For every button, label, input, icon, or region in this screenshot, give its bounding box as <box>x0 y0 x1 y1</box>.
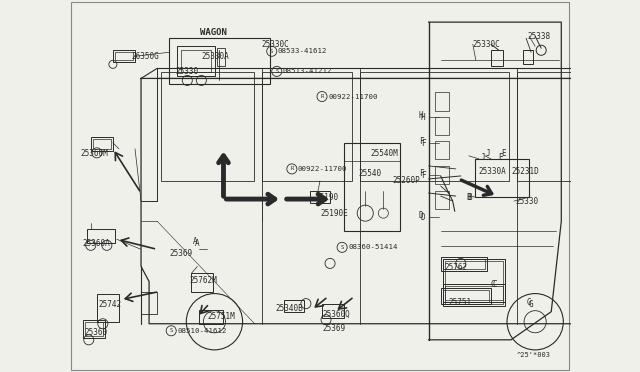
Text: 26350G: 26350G <box>131 52 159 61</box>
Text: 25751: 25751 <box>449 298 472 307</box>
Bar <box>491 50 503 66</box>
Bar <box>445 262 503 299</box>
Text: 25190: 25190 <box>315 193 338 202</box>
Bar <box>475 159 529 197</box>
Bar <box>181 50 211 73</box>
Text: S: S <box>275 69 278 74</box>
Bar <box>199 310 223 324</box>
Text: F: F <box>419 169 424 178</box>
Bar <box>443 259 505 302</box>
Text: 25330: 25330 <box>175 67 198 76</box>
Text: 25260P: 25260P <box>392 176 420 185</box>
Bar <box>435 93 449 110</box>
Text: 25330: 25330 <box>515 197 538 206</box>
Bar <box>435 141 449 159</box>
Text: 08513-41212: 08513-41212 <box>283 68 332 74</box>
Bar <box>322 304 344 318</box>
Text: 25190E: 25190E <box>320 209 348 218</box>
Text: D: D <box>421 213 426 222</box>
Bar <box>113 50 135 62</box>
Text: 25369: 25369 <box>169 249 192 258</box>
Text: F: F <box>419 137 424 146</box>
Text: G: G <box>527 298 532 307</box>
Text: B: B <box>468 193 472 202</box>
Bar <box>441 257 487 272</box>
Text: R: R <box>321 94 324 99</box>
Bar <box>441 288 491 304</box>
Text: G: G <box>529 299 534 309</box>
Bar <box>141 292 157 314</box>
Bar <box>310 191 330 203</box>
Text: S: S <box>270 49 273 54</box>
Text: H: H <box>419 110 424 119</box>
Text: ^25'*003: ^25'*003 <box>517 352 551 358</box>
Bar <box>443 283 505 306</box>
Text: 25338: 25338 <box>527 32 550 41</box>
Bar <box>360 73 509 181</box>
Text: E: E <box>501 149 506 158</box>
Bar <box>91 137 113 151</box>
Text: 25762: 25762 <box>445 263 468 272</box>
Text: 25751M: 25751M <box>207 312 235 321</box>
Text: J: J <box>481 153 486 162</box>
Bar <box>435 191 449 209</box>
Text: 25360: 25360 <box>84 328 108 337</box>
Bar <box>523 50 533 64</box>
Text: S: S <box>340 245 344 250</box>
Bar <box>177 46 216 76</box>
Text: R: R <box>290 166 294 171</box>
Bar <box>443 259 485 269</box>
Text: 25742: 25742 <box>99 299 122 309</box>
Bar <box>191 273 213 292</box>
Bar <box>84 322 103 336</box>
Bar <box>83 320 105 338</box>
Text: 25360Q: 25360Q <box>322 310 350 319</box>
Bar <box>517 73 593 181</box>
Bar <box>284 299 304 312</box>
Bar <box>435 166 449 184</box>
Bar <box>445 286 503 304</box>
Bar <box>218 48 225 66</box>
Text: 08510-41612: 08510-41612 <box>177 328 227 334</box>
Text: H: H <box>421 113 426 122</box>
Text: 25330C: 25330C <box>473 40 500 49</box>
Bar <box>169 38 269 84</box>
Text: F: F <box>421 171 426 180</box>
Text: 25762M: 25762M <box>189 276 217 285</box>
Bar <box>262 73 352 181</box>
Text: 25340B: 25340B <box>276 304 303 312</box>
Text: 25330A: 25330A <box>202 52 229 61</box>
Text: J: J <box>486 149 490 158</box>
Text: 25540: 25540 <box>358 169 381 178</box>
Text: 08533-41612: 08533-41612 <box>278 48 327 54</box>
Text: 25330A: 25330A <box>479 167 507 176</box>
Text: F: F <box>421 139 426 148</box>
Bar <box>344 143 401 231</box>
Text: E: E <box>498 153 502 162</box>
Text: 25369: 25369 <box>322 324 345 333</box>
Text: A: A <box>193 237 198 246</box>
Text: 25540M: 25540M <box>371 149 398 158</box>
Text: C: C <box>493 279 497 289</box>
Bar <box>161 73 253 181</box>
Bar <box>97 294 119 322</box>
Text: D: D <box>419 211 424 220</box>
Text: 00922-11700: 00922-11700 <box>328 93 378 99</box>
Text: 08360-51414: 08360-51414 <box>348 244 397 250</box>
Text: 25231D: 25231D <box>511 167 539 176</box>
Text: C: C <box>491 279 495 289</box>
Text: S: S <box>170 328 173 333</box>
Text: A: A <box>195 239 200 248</box>
Text: 00922-11700: 00922-11700 <box>298 166 348 172</box>
Text: 25330C: 25330C <box>262 40 289 49</box>
Text: 25360A: 25360A <box>83 239 111 248</box>
Bar <box>87 229 115 243</box>
Text: B: B <box>467 193 472 202</box>
Text: WAGON: WAGON <box>200 28 227 37</box>
Bar <box>115 52 133 60</box>
Bar <box>443 289 489 302</box>
Bar <box>435 117 449 135</box>
Text: 25360M: 25360M <box>81 149 108 158</box>
Bar <box>93 139 111 149</box>
